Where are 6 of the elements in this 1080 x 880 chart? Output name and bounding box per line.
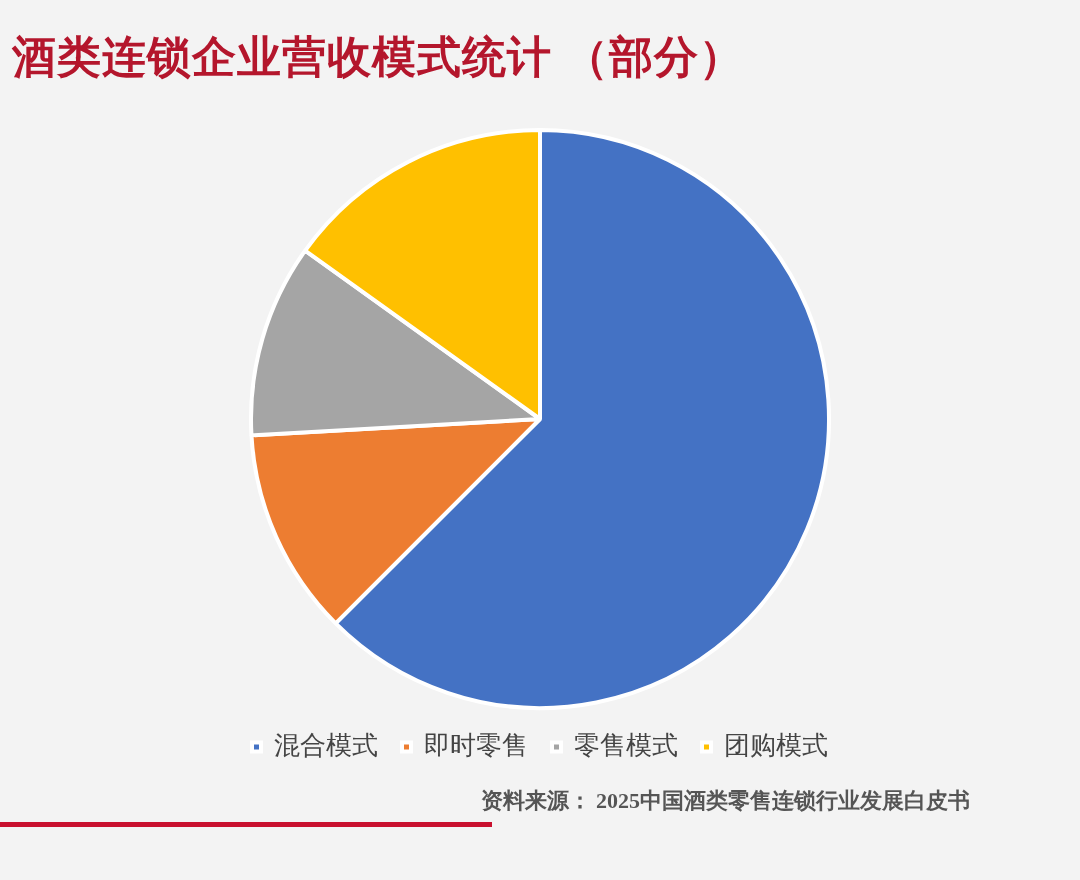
legend-label: 即时零售 xyxy=(424,730,528,760)
chart-title: 酒类连锁企业营收模式统计 （部分） xyxy=(12,32,744,84)
legend-label: 零售模式 xyxy=(574,730,678,760)
legend-label: 团购模式 xyxy=(724,730,828,760)
text: 资料来源： 2025中国酒类零售连锁行业发展白皮书 xyxy=(480,787,970,815)
legend-label: 混合模式 xyxy=(274,730,378,760)
